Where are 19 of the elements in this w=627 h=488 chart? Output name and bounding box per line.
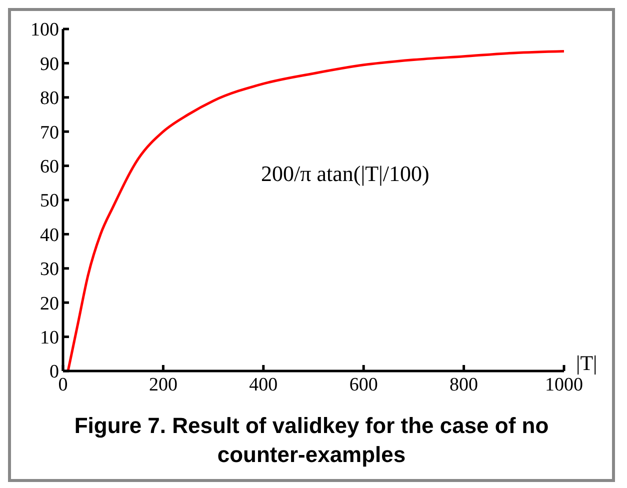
x-tick-label: 200 xyxy=(148,374,178,396)
y-tick-label: 60 xyxy=(40,156,59,178)
y-tick-label: 70 xyxy=(40,122,59,144)
y-tick-label: 50 xyxy=(40,190,59,212)
text: Figure 7. Result of validkey for the case of no counter-examples xyxy=(73,412,550,469)
annotation: 200/π atan(|T|/100) xyxy=(261,161,430,187)
x-tick-label: 600 xyxy=(349,374,378,396)
y-tick-label: 30 xyxy=(40,259,59,280)
y-tick-label: 20 xyxy=(40,293,59,314)
line-series xyxy=(66,50,564,371)
x-tick-label: 800 xyxy=(450,374,478,396)
y-tick-label: 80 xyxy=(40,88,59,110)
x-tick-label: 400 xyxy=(249,374,278,396)
x-axis-title: |T| xyxy=(576,351,598,376)
y-tick-label: 90 xyxy=(40,54,59,75)
y-tick-label: 10 xyxy=(40,328,59,349)
y-tick-label: 100 xyxy=(30,20,59,41)
y-tick-label: 40 xyxy=(40,224,59,246)
x-tick-label: 1000 xyxy=(545,374,583,396)
